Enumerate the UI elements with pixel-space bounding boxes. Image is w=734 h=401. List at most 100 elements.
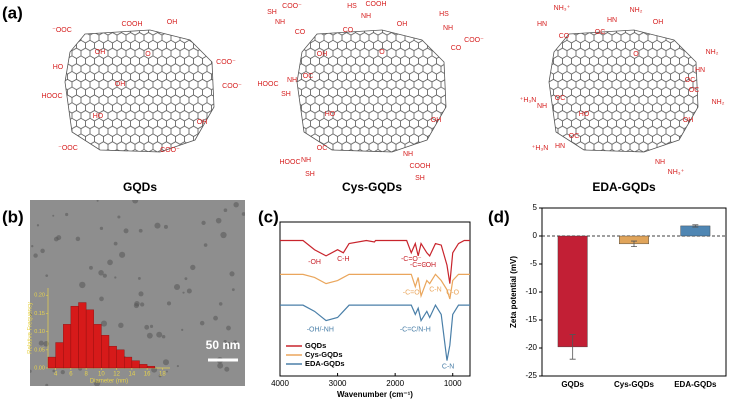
particle — [96, 200, 99, 202]
y-tick-label: 0.20 — [34, 293, 45, 299]
tem-particles — [30, 200, 245, 386]
x-tick-label: 6 — [69, 372, 73, 378]
particle — [161, 334, 166, 339]
particle — [100, 320, 108, 327]
structure-name: Cys-GQDs — [342, 180, 402, 194]
particle — [138, 291, 144, 297]
particle — [223, 339, 227, 344]
graphene-lattice — [548, 29, 699, 153]
functional-group: CO — [559, 33, 570, 40]
particle — [182, 291, 185, 294]
particle — [60, 370, 65, 375]
x-tick-label: 3000 — [329, 379, 347, 388]
particle — [123, 228, 129, 234]
functional-group: SH — [281, 91, 291, 98]
functional-group: O — [633, 51, 639, 58]
x-tick-label: 8 — [84, 372, 88, 378]
particle — [215, 217, 222, 224]
spectrum-line — [280, 303, 470, 361]
particle — [176, 365, 179, 368]
functional-group: OC — [555, 95, 566, 102]
functional-group: HO — [93, 113, 104, 120]
annotation: -C=C/N-H — [400, 327, 431, 334]
functional-group: OH — [653, 19, 664, 26]
y-tick-label: 0.05 — [34, 347, 45, 353]
functional-group: OC — [303, 73, 314, 80]
functional-group: COOH — [410, 163, 431, 170]
functional-group: NH₂ — [630, 7, 643, 14]
functional-group: NH₃⁺ — [668, 169, 685, 176]
particle — [226, 325, 231, 331]
hist-bar — [47, 356, 56, 369]
particle — [52, 214, 55, 217]
structure-name: GQDs — [123, 180, 157, 194]
functional-group: ⁺H₃N — [532, 145, 549, 152]
particle — [174, 283, 181, 291]
functional-group: HOOC — [42, 93, 63, 100]
x-tick-label: 14 — [129, 372, 136, 378]
legend-label: Cys-GQDs — [305, 350, 343, 359]
particle — [98, 270, 104, 276]
panel-label: (a) — [2, 3, 23, 22]
panel-label: (b) — [2, 207, 24, 226]
functional-group: ⁻OOC — [58, 145, 78, 152]
hist-bar — [63, 324, 72, 369]
particle — [154, 222, 161, 229]
particle — [119, 251, 126, 258]
particle — [89, 265, 93, 270]
hist-bar — [55, 342, 64, 369]
error-bar — [569, 334, 576, 360]
x-tick-label: 2000 — [386, 379, 404, 388]
particle — [99, 296, 104, 302]
particle — [241, 212, 245, 216]
bar — [557, 235, 588, 348]
functional-group: COO⁻ — [216, 59, 236, 66]
functional-group: NH — [655, 159, 665, 166]
functional-group: COO⁻ — [222, 83, 242, 90]
x-tick-label: EDA-GQDs — [674, 380, 717, 389]
functional-group: OH — [431, 117, 442, 124]
functional-group: OH — [683, 117, 694, 124]
graphene-lattice — [64, 29, 215, 153]
particle — [79, 281, 86, 289]
functional-group: OC — [689, 87, 700, 94]
functional-group: HO — [325, 111, 336, 118]
particle — [181, 328, 184, 331]
y-tick-label: 0.00 — [34, 365, 45, 371]
particle — [93, 380, 101, 386]
spectrum-line — [280, 273, 470, 300]
particle — [53, 236, 59, 242]
particle — [220, 231, 227, 239]
particle — [224, 366, 230, 372]
plot-frame — [279, 221, 471, 377]
particle — [156, 331, 163, 338]
x-tick-label: 4000 — [271, 379, 289, 388]
particle — [133, 302, 139, 309]
particle — [118, 322, 124, 329]
y-tick-label: 0.10 — [34, 329, 45, 335]
functional-group: HN — [555, 143, 565, 150]
functional-group: COO⁻ — [464, 37, 484, 44]
particle — [146, 332, 153, 339]
x-tick-label: 10 — [98, 372, 105, 378]
functional-group: HN — [695, 67, 705, 74]
functional-group: OH — [317, 51, 328, 58]
annotation: -OH — [308, 259, 321, 266]
particle — [162, 359, 169, 366]
functional-group: HN — [537, 21, 547, 28]
hist-bar — [93, 324, 102, 369]
particle — [158, 374, 162, 378]
annotation: C-N — [429, 287, 441, 294]
hist-bar — [85, 309, 94, 369]
functional-group: NH — [301, 157, 311, 164]
hist-bar — [124, 356, 133, 369]
hist-bar — [139, 364, 148, 369]
hist-bar — [78, 302, 87, 369]
x-tick-label: Cys-GQDs — [614, 380, 655, 389]
hist-bar — [108, 345, 117, 369]
particle — [114, 276, 117, 279]
y-tick-label: 0.15 — [34, 311, 45, 317]
particle — [117, 215, 121, 219]
functional-group: COO⁻ — [160, 147, 180, 154]
functional-group: SH — [305, 171, 315, 178]
